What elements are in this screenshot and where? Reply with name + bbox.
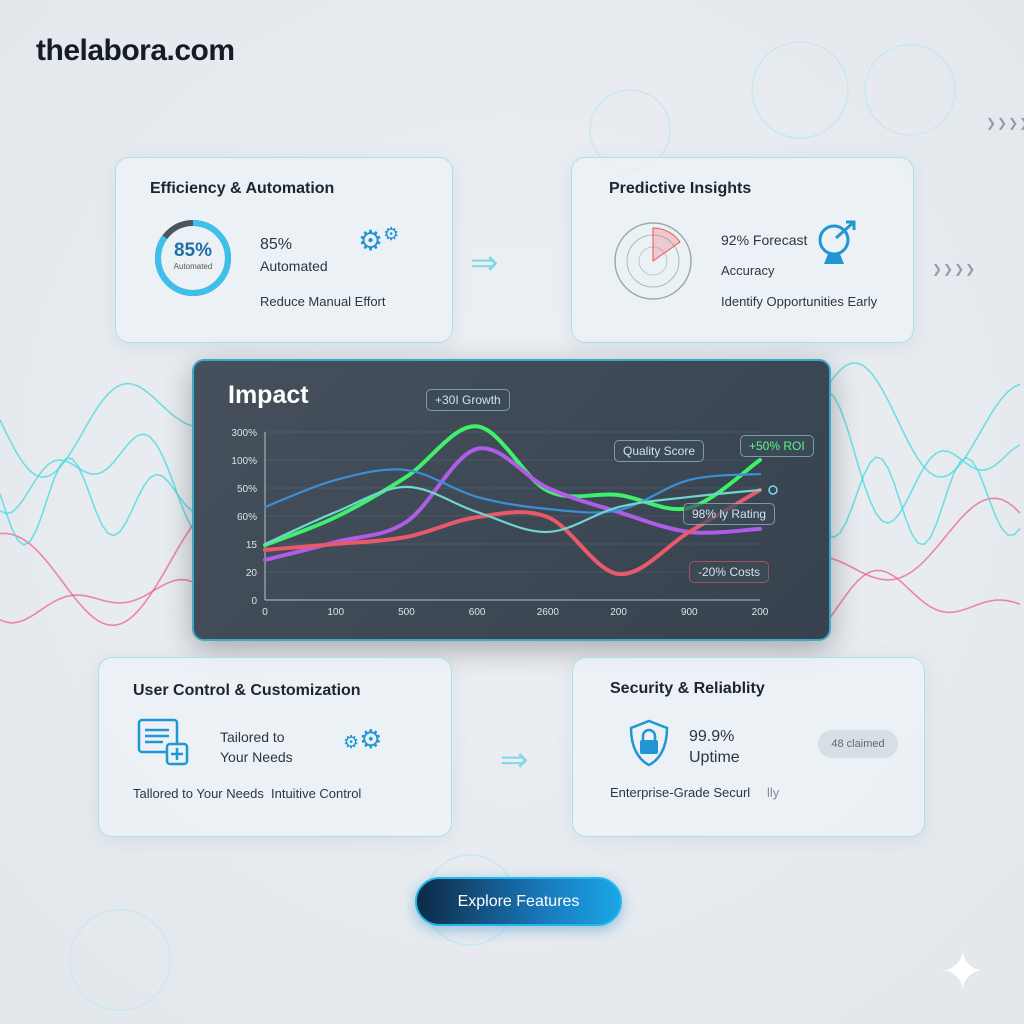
card-efficiency: Efficiency & Automation 85% Automated 85… <box>115 157 453 343</box>
caption: Intuitive Control <box>271 786 362 801</box>
x-tick-label: 600 <box>469 607 486 618</box>
impact-chart-card: Impact 0 20 15 60% 50% 100% 300% 0 100 500 600 2600… <box>192 359 831 641</box>
caption-tail: lly <box>767 785 780 800</box>
card-title: Efficiency & Automation <box>150 180 335 197</box>
claimed-badge: 48 claimed <box>818 730 898 758</box>
chevrons-icon: ❯❯❯❯ <box>932 262 977 276</box>
x-tick-label: 200 <box>610 607 627 618</box>
card-title: Security & Reliablity <box>610 680 765 697</box>
deco-circle <box>751 41 849 139</box>
x-tick-label: 2600 <box>537 607 560 618</box>
ring-value: 85% <box>173 240 213 261</box>
line-chart: 0 20 15 60% 50% 100% 300% 0 100 500 600 2600 200 900 2… <box>231 424 778 618</box>
chart-title: Impact <box>228 381 309 409</box>
stat-label: Automated <box>260 258 328 274</box>
deco-circle <box>69 909 171 1011</box>
annotation-roi: +50% ROI <box>740 435 814 457</box>
stat-label: Uptime <box>689 749 740 766</box>
ring-label: Automated <box>173 262 213 271</box>
series-line <box>263 468 762 514</box>
caption: Identify Opportunities Early <box>721 294 878 309</box>
series-line <box>263 487 762 576</box>
card-title: User Control & Customization <box>133 682 361 699</box>
y-tick-label: 0 <box>251 596 257 607</box>
form-settings-icon <box>137 718 189 766</box>
annotation-rating: 98% ly Rating <box>683 503 776 525</box>
sparkle-icon: ✦ <box>940 942 986 1002</box>
y-tick-label: 100% <box>231 456 257 467</box>
x-tick-label: 100 <box>327 607 344 618</box>
progress-ring <box>155 220 231 296</box>
caption: Enterprise-Grade Securl <box>610 785 751 800</box>
explore-features-button[interactable]: Explore Features <box>415 877 622 926</box>
stat-label: Your Needs <box>220 749 293 765</box>
annotation-costs: -20% Costs <box>689 561 770 583</box>
y-tick-label: 300% <box>231 428 257 439</box>
deco-circle <box>864 44 956 136</box>
stat-value: 92% Forecast <box>721 232 808 248</box>
gears-icon: ⚙⚙ <box>358 224 400 256</box>
arrow-icon: ⇒ <box>500 741 529 779</box>
y-tick-label: 20 <box>246 568 258 579</box>
gears-icon: ⚙⚙ <box>343 724 383 754</box>
series-line <box>263 485 762 546</box>
endpoint-marker <box>768 485 778 495</box>
arrow-icon: ⇒ <box>470 244 499 282</box>
annotation-growth: +30I Growth <box>426 389 510 411</box>
stat-value: 85% <box>260 236 293 253</box>
y-tick-label: 15 <box>246 540 258 551</box>
card-control: User Control & Customization Tailored to… <box>98 657 452 837</box>
chevrons-icon: ❯❯❯❯ <box>986 116 1024 130</box>
stat-value: 99.9% <box>689 728 735 745</box>
stat-value: Tailored to <box>220 729 285 745</box>
shield-lock-icon <box>629 719 669 767</box>
stat-label: Accuracy <box>721 263 775 278</box>
annotation-quality: Quality Score <box>614 440 705 462</box>
y-tick-label: 60% <box>237 512 257 523</box>
x-tick-label: 0 <box>262 607 268 618</box>
radar-icon <box>614 222 692 300</box>
x-tick-label: 500 <box>398 607 415 618</box>
y-tick-label: 50% <box>237 484 257 495</box>
crystal-ball-icon <box>818 220 856 264</box>
caption: Reduce Manual Effort <box>260 294 386 309</box>
card-title: Predictive Insights <box>609 180 752 197</box>
x-tick-label: 200 <box>752 607 769 618</box>
card-predictive: Predictive Insights 92% Forecast Accurac… <box>571 157 914 343</box>
x-tick-label: 900 <box>681 607 698 618</box>
series-line <box>263 446 762 562</box>
caption: Tallored to Your Needs <box>133 786 264 801</box>
brand-logo: thelabora.com <box>36 34 235 67</box>
